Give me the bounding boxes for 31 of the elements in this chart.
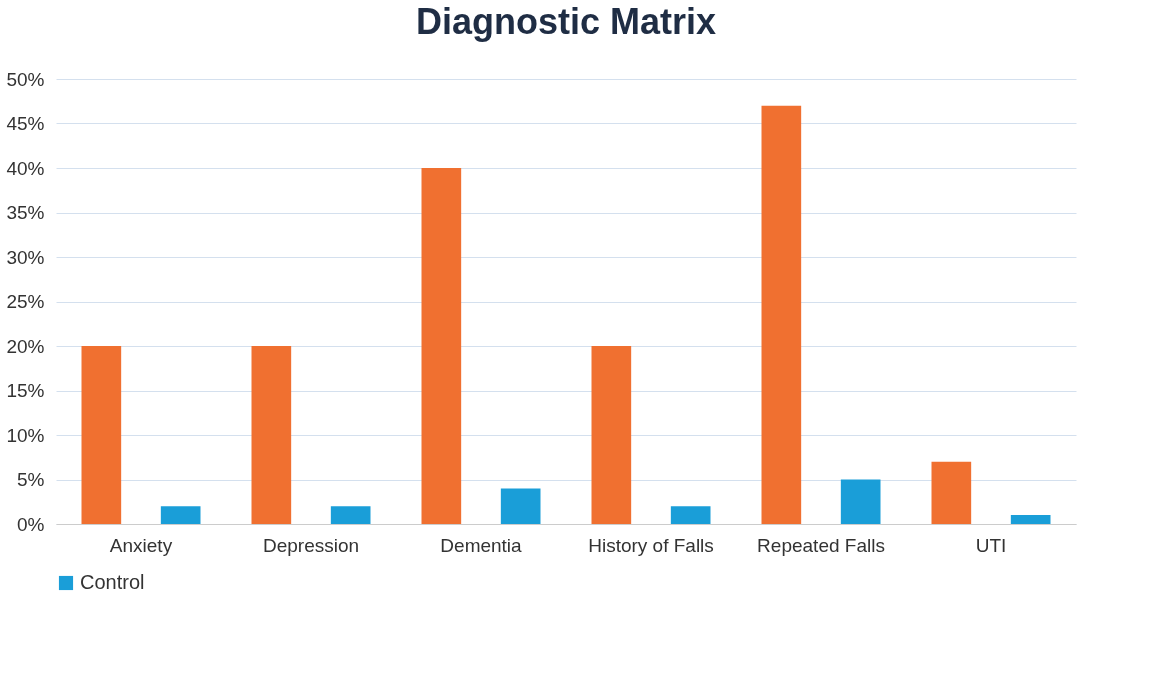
y-tick-label: 10%: [6, 424, 45, 446]
x-tick-label: Repeated Falls: [757, 534, 885, 556]
y-tick-label: 25%: [6, 291, 45, 312]
x-tick-label: Depression: [262, 534, 360, 556]
y-tick-label: 50%: [6, 68, 45, 90]
bar: [81, 346, 122, 524]
y-tick-label: 15%: [6, 380, 45, 401]
bar: [251, 346, 292, 524]
bar: [500, 488, 541, 524]
y-tick-label: 35%: [6, 202, 45, 223]
legend-label: Control: [80, 571, 145, 593]
y-tick-label: 20%: [6, 335, 45, 357]
bar: [160, 506, 201, 524]
x-tick-label: History of Falls: [588, 534, 714, 556]
bar: [931, 461, 972, 524]
x-tick-label: Dementia: [440, 534, 523, 556]
bar: [421, 168, 462, 524]
bar: [1010, 515, 1051, 524]
bar: [840, 479, 881, 524]
bar: [670, 506, 711, 524]
bar: [761, 105, 802, 524]
y-tick-label: 45%: [6, 113, 45, 134]
x-tick-label: Anxiety: [109, 534, 173, 556]
x-tick-label: UTI: [975, 534, 1007, 556]
y-tick-label: 5%: [17, 469, 45, 490]
y-tick-label: 40%: [6, 157, 45, 179]
bar: [330, 506, 371, 524]
y-tick-label: 0%: [17, 513, 45, 535]
bar: [591, 346, 632, 524]
y-tick-label: 30%: [6, 246, 45, 268]
chart-title: Diagnostic Matrix: [415, 1, 717, 42]
